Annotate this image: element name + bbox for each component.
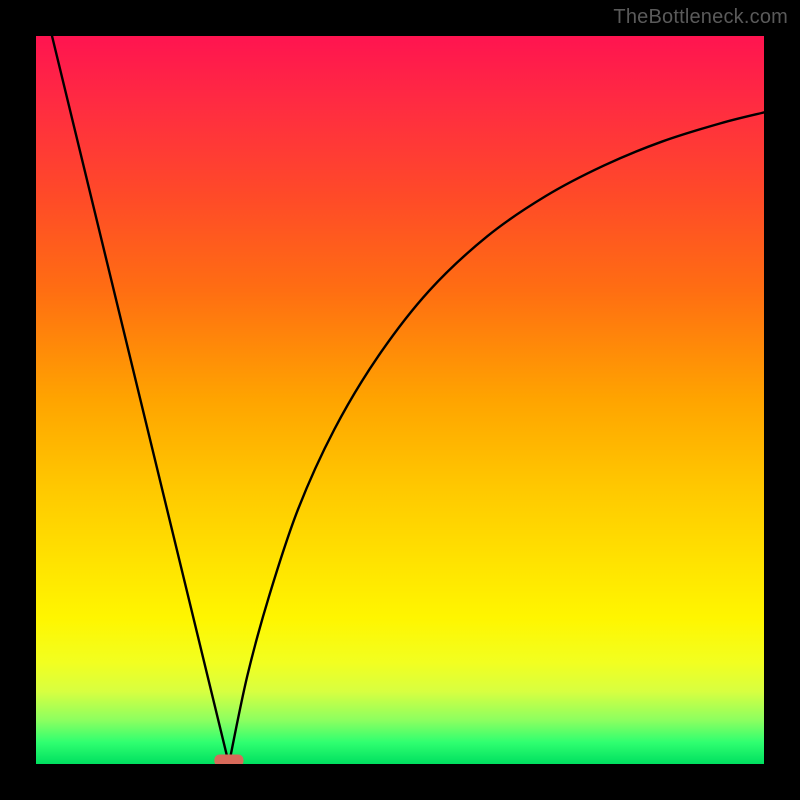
watermark-text: TheBottleneck.com xyxy=(613,6,788,29)
plot-area xyxy=(36,36,764,764)
bottleneck-curve xyxy=(36,36,764,764)
